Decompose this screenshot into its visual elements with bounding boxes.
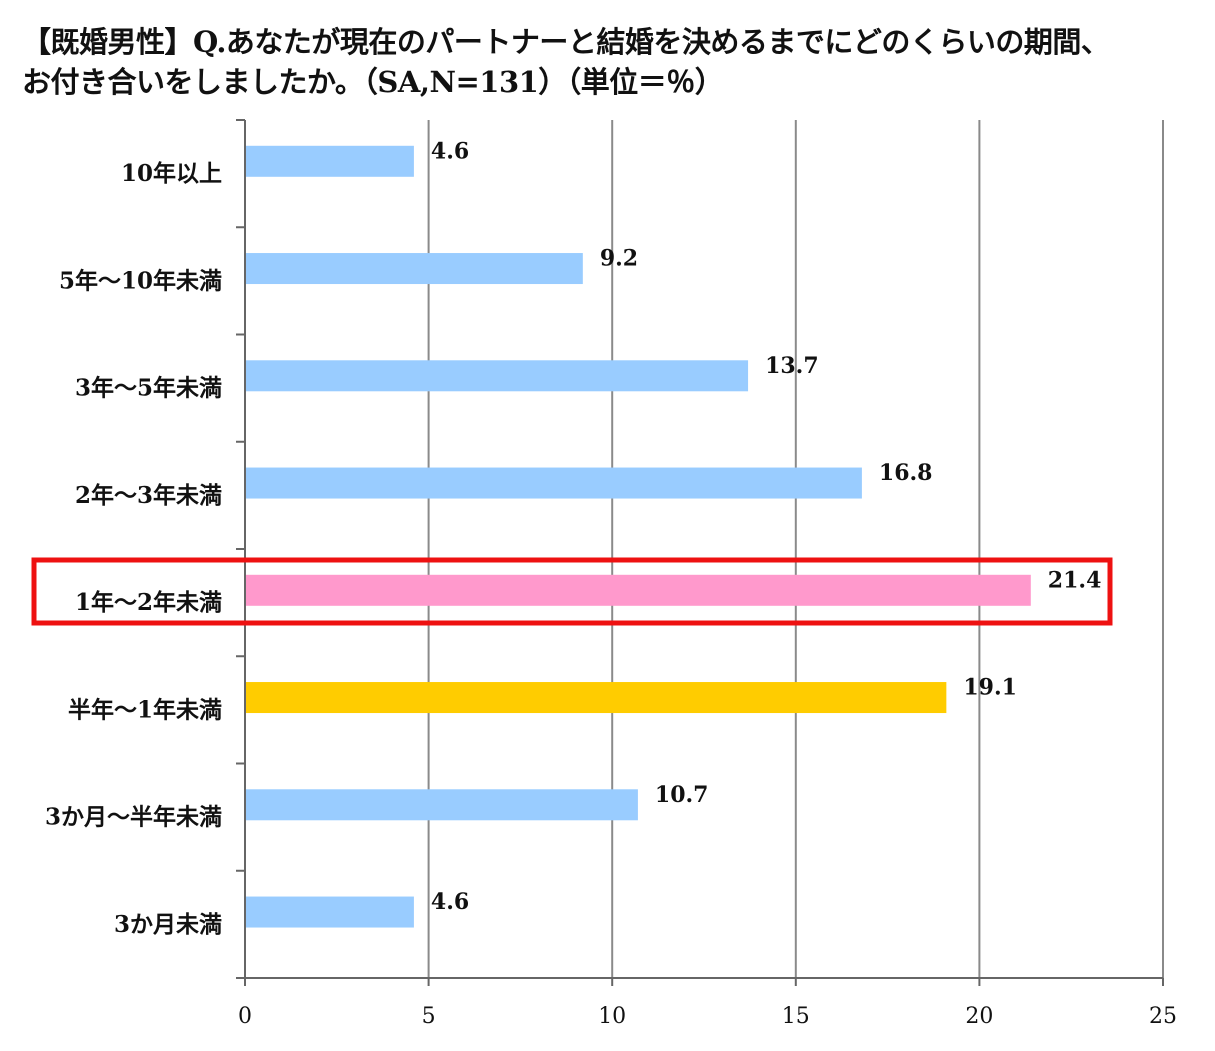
category-label: 10年以上 <box>121 160 222 187</box>
category-label: 3か月未満 <box>114 911 222 938</box>
data-label: 4.6 <box>431 889 469 915</box>
highlight-box <box>31 557 1113 626</box>
labels: 0 5 10 15 20 25 4.6 10年以上 9.2 5年～10年未満 13.7 3年～5年未満… <box>31 138 1177 1029</box>
category-label: 3か月～半年未満 <box>45 804 222 831</box>
category-label: 1年～2年未満 <box>75 589 222 616</box>
data-label: 21.4 <box>1048 567 1102 593</box>
bar <box>246 253 583 285</box>
title-line-1: 【既婚男性】Q.あなたが現在のパートナーと結婚を決めるまでにどのくらいの期間、 <box>22 25 1110 59</box>
bar <box>246 360 749 392</box>
chart-title: 【既婚男性】Q.あなたが現在のパートナーと結婚を決めるまでにどのくらいの期間、 … <box>22 22 1202 102</box>
category-label: 3年～5年未満 <box>75 375 222 402</box>
axes <box>236 119 1164 986</box>
bar <box>246 574 1031 606</box>
x-tick-label: 10 <box>598 1004 626 1029</box>
category-label: 2年～3年未満 <box>75 482 222 509</box>
x-tick-label: 25 <box>1149 1004 1177 1029</box>
data-label: 13.7 <box>765 353 819 379</box>
title-line-2: お付き合いをしましたか。（SA,N=131）（単位＝％） <box>22 65 724 99</box>
bar <box>246 682 947 714</box>
category-label: 5年～10年未満 <box>59 267 222 294</box>
data-label: 4.6 <box>431 138 469 164</box>
data-label: 10.7 <box>655 782 709 808</box>
x-tick-label: 0 <box>238 1004 252 1029</box>
x-tick-label: 20 <box>965 1004 993 1029</box>
data-label: 9.2 <box>600 246 638 272</box>
bar <box>246 789 638 821</box>
bar <box>246 145 414 177</box>
bars <box>246 145 1031 928</box>
gridlines <box>427 120 1164 978</box>
x-tick-label: 5 <box>422 1004 436 1029</box>
data-label: 19.1 <box>963 675 1017 701</box>
data-label: 16.8 <box>879 460 933 486</box>
x-tick-label: 15 <box>782 1004 810 1029</box>
category-label: 半年～1年未満 <box>68 696 222 723</box>
bar <box>246 896 414 928</box>
bar <box>246 467 862 499</box>
